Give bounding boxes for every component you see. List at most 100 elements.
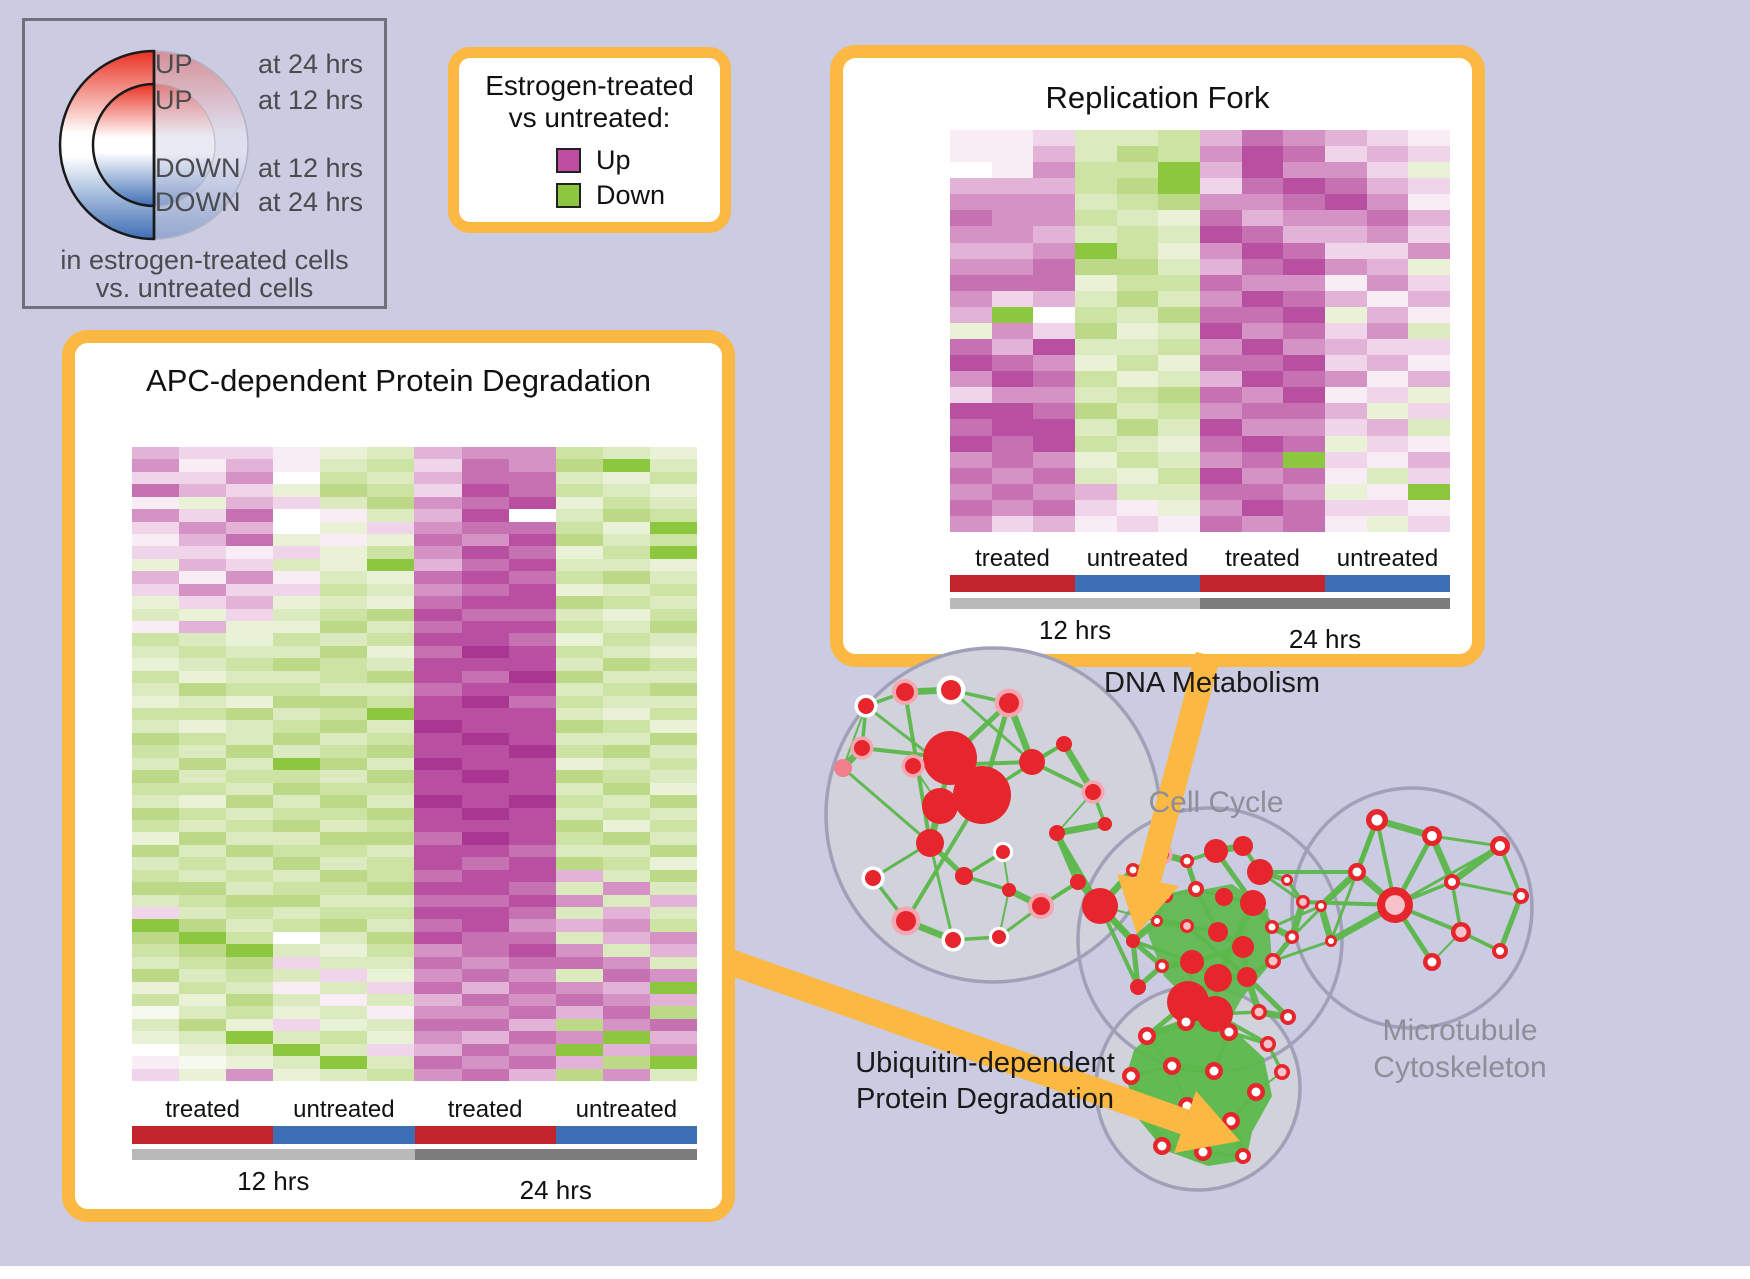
heatmap-cell (367, 956, 415, 970)
heatmap-cell (602, 1068, 650, 1081)
heatmap-cell (461, 894, 509, 907)
heatmap-cell (1241, 210, 1284, 227)
heatmap-cell (320, 969, 368, 982)
hrs24-label: 24 hrs (519, 1175, 592, 1205)
node-halo (861, 866, 885, 890)
node-halo (891, 906, 921, 936)
heatmap-cell (1283, 258, 1325, 275)
heatmap-cell (555, 869, 603, 883)
apc-time-bar (132, 1149, 697, 1160)
heatmap-cell (179, 1018, 227, 1032)
heatmap-cell (226, 832, 274, 845)
heatmap-cell (414, 770, 462, 783)
heatmap-cell (1075, 371, 1117, 388)
heatmap-cell (555, 670, 603, 684)
heatmap-cell (226, 795, 274, 808)
heatmap-cell (179, 944, 227, 957)
heatmap-cell (1116, 130, 1159, 147)
network-edge (865, 690, 906, 708)
network-edge (1130, 918, 1160, 944)
edge-density-blob (1148, 884, 1272, 1034)
heatmap-cell (132, 496, 180, 510)
heatmap-cell (649, 471, 697, 485)
heatmap-cell (649, 956, 697, 970)
network-edge (1272, 939, 1332, 963)
heatmap-cell (950, 403, 992, 420)
heatmap-cell (649, 546, 697, 559)
heatmap-cell (1116, 322, 1159, 340)
heatmap-cell (1408, 274, 1450, 291)
estrogen-legend-title-line1: Estrogen-treated (485, 70, 694, 101)
heatmap-cell (1116, 451, 1159, 468)
heatmap-cell (1325, 226, 1367, 243)
heatmap-cell (367, 944, 415, 957)
network-node (916, 829, 944, 857)
heatmap-cell (1075, 258, 1117, 275)
network-node (1280, 1009, 1296, 1025)
heatmap-cell (1116, 258, 1159, 275)
network-edge (1460, 930, 1501, 953)
heatmap-cell (1200, 322, 1242, 340)
heatmap-cell (226, 683, 274, 696)
node-core (1318, 903, 1324, 909)
network-edge (1270, 935, 1295, 963)
heatmap-cell (1158, 258, 1200, 275)
heatmap-cell (320, 621, 368, 634)
heatmap-cell (1033, 178, 1075, 195)
heatmap-cell (132, 1043, 180, 1057)
node-halo (994, 688, 1024, 718)
heatmap-cell (226, 496, 274, 510)
heatmap-cell (273, 1018, 321, 1032)
heatmap-cell (555, 770, 603, 783)
heatmap-cell (367, 745, 415, 758)
heatmap-cell (1283, 419, 1325, 436)
network-edge (1394, 903, 1462, 934)
heatmap-cell (132, 447, 180, 460)
heatmap-cell (1366, 355, 1409, 372)
heatmap-cell (1241, 467, 1284, 484)
heatmap-cell (1283, 322, 1325, 340)
heatmap-cell (367, 919, 415, 932)
network-edge (981, 742, 1065, 797)
heatmap-cell (414, 596, 462, 609)
heatmap-cell (461, 558, 509, 572)
network-edge (1185, 924, 1249, 979)
node-core (1427, 831, 1437, 841)
heatmap-cell (602, 1006, 650, 1019)
heatmap-cell (226, 969, 274, 982)
heatmap-cell (367, 1031, 415, 1044)
network-edge (1241, 845, 1262, 873)
heatmap-cell (414, 1056, 462, 1069)
heatmap-cell (461, 695, 509, 709)
heatmap-cell (179, 882, 227, 895)
network-edge (1161, 958, 1193, 970)
heatmap-cell (1033, 194, 1075, 211)
heatmap-cell (132, 1031, 180, 1044)
heatmap-cell (461, 583, 509, 597)
heatmap-cell (461, 857, 509, 870)
node-core (1192, 885, 1200, 893)
untreated-label: untreated (1086, 545, 1189, 572)
network-edge (1160, 850, 1188, 865)
network-node (945, 932, 961, 948)
node-core (1251, 1087, 1261, 1097)
network-node (1222, 1112, 1240, 1130)
heatmap-cell (414, 658, 462, 671)
heatmap-cell (602, 745, 650, 758)
network-edge (1171, 1065, 1188, 1107)
heatmap-cell (273, 770, 321, 783)
heatmap-cell (414, 969, 462, 982)
heatmap-cell (1366, 274, 1409, 291)
heatmap-cell (273, 1031, 321, 1044)
heatmap-cell (649, 608, 697, 622)
heatmap-cell (132, 608, 180, 622)
heatmap-cell (555, 558, 603, 572)
heatmap-cell (555, 956, 603, 970)
hrs24-bar-segment (1200, 598, 1450, 609)
heatmap-cell (950, 499, 992, 516)
heatmap-cell (602, 944, 650, 957)
heatmap-cell (1200, 371, 1242, 388)
down-swatch-icon (556, 183, 581, 208)
node-core (1328, 938, 1334, 944)
